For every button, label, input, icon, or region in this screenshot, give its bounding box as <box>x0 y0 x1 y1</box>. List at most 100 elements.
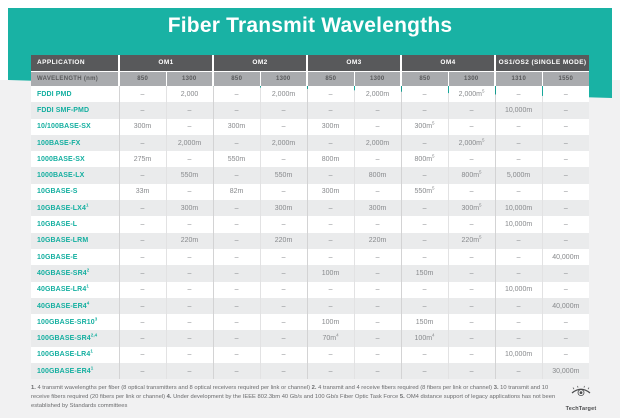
distance-cell: – <box>541 346 590 364</box>
distance-cell: 30,000m <box>541 363 590 380</box>
table-row: 10GBASE-E – – – – – – – – –40,000m <box>31 248 590 266</box>
distance-cell: – <box>353 183 402 201</box>
table-row: 100GBASE-SR103– – – –100m –150m – – – <box>31 314 590 331</box>
wavelength-value-header: 1300 <box>259 70 308 86</box>
footnote-number: 3. <box>493 385 499 391</box>
distance-cell: – <box>400 167 449 184</box>
distance-cell: 300m <box>212 118 261 135</box>
distance-cell: – <box>494 314 543 331</box>
distance-cell: 300m5 <box>400 118 449 135</box>
distance-cell: – <box>165 216 214 233</box>
distance-cell: – <box>541 118 590 135</box>
table-row: 10GBASE-LRM –220m –220m –220m –220m5– – <box>31 232 590 249</box>
distance-cell: – <box>353 281 402 298</box>
distance-cell: – <box>306 248 355 266</box>
distance-cell: – <box>306 134 355 152</box>
distance-cell: 33m <box>118 183 166 201</box>
table-row: 10GBASE-L – – – – – – – –10,000m – <box>31 216 590 233</box>
distance-cell: – <box>118 346 166 364</box>
application-cell: 10/100BASE-SX <box>37 123 91 131</box>
application-cell: 10GBASE-LRM <box>37 237 89 245</box>
distance-cell: – <box>494 151 543 168</box>
distance-cell: 300m <box>306 183 355 201</box>
distance-cell: 40,000m <box>541 248 590 266</box>
wavelength-value-header: 1300 <box>353 70 402 86</box>
wavelength-value-header: 1300 <box>447 70 496 86</box>
distance-cell: – <box>447 183 496 201</box>
distance-cell: – <box>541 216 590 233</box>
distance-cell: – <box>353 248 402 266</box>
distance-cell: – <box>118 314 166 331</box>
application-cell: 100BASE-FX <box>37 139 81 147</box>
distance-cell: – <box>306 86 355 103</box>
distance-cell: – <box>118 363 166 380</box>
distance-cell: – <box>118 297 166 315</box>
distance-cell: – <box>118 232 166 249</box>
application-cell: 10GBASE-LX41 <box>37 202 89 212</box>
distance-cell: – <box>541 167 590 184</box>
distance-cell: – <box>259 297 308 315</box>
distance-cell: – <box>494 363 543 380</box>
distance-cell: – <box>165 151 214 168</box>
application-cell: 100GBASE-LR41 <box>37 349 93 359</box>
distance-cell: 2,000m <box>353 86 402 103</box>
distance-cell: – <box>118 102 166 119</box>
footnote-text: 4 transmit wavelengths per fiber (8 opti… <box>35 385 312 391</box>
distance-cell: – <box>118 281 166 298</box>
distance-cell: – <box>494 297 543 315</box>
distance-cell: – <box>494 86 543 103</box>
distance-cell: – <box>212 363 261 380</box>
distance-cell: 800m <box>306 151 355 168</box>
distance-cell: 150m <box>400 265 449 282</box>
wavelength-value-header: 850 <box>400 70 449 86</box>
footnote-number: 2. <box>311 385 317 391</box>
distance-cell: – <box>400 86 449 103</box>
distance-cell: 275m <box>118 151 166 168</box>
distance-cell: 220m <box>259 232 308 249</box>
distance-cell: – <box>353 346 402 364</box>
wavelength-value-header: 1300 <box>165 70 214 86</box>
table-row: 10/100BASE-SX 300m –300m –300m –300m5– – – <box>31 118 590 135</box>
distance-cell: 300m <box>259 200 308 217</box>
distance-cell: – <box>259 265 308 282</box>
distance-cell: – <box>306 232 355 249</box>
application-cell: 1000BASE-LX <box>37 172 85 180</box>
footnote-number: 1. <box>31 385 36 391</box>
distance-cell: – <box>118 134 166 152</box>
distance-cell: – <box>306 297 355 315</box>
table-row: 10GBASE-LX41–300m –300m –300m –300m5 10,000m… <box>31 200 590 217</box>
distance-cell: 100m <box>306 265 355 282</box>
distance-cell: – <box>447 265 496 282</box>
distance-cell: – <box>494 232 543 249</box>
distance-cell: – <box>165 297 214 315</box>
distance-cell: – <box>165 281 214 298</box>
distance-cell: 800m5 <box>447 167 496 184</box>
application-cell: 100GBASE-ER41 <box>37 365 94 375</box>
application-cell: 100GBASE-SR42,4 <box>37 332 98 343</box>
column-group-header: OM1 <box>117 55 214 71</box>
distance-cell: – <box>165 183 214 201</box>
distance-cell: – <box>400 232 449 249</box>
table-row: FDDI SMF-PMD – – – – – – – –10,000m – <box>31 102 590 119</box>
distance-cell: – <box>212 330 261 347</box>
distance-cell: – <box>165 346 214 364</box>
distance-cell: – <box>212 134 261 152</box>
distance-cell: – <box>212 281 261 298</box>
distance-cell: – <box>353 265 402 282</box>
application-column-header: APPLICATION <box>31 55 119 71</box>
distance-cell: 550m5 <box>400 183 449 201</box>
distance-cell: 10,000m <box>494 102 543 119</box>
application-cell: 10GBASE-E <box>37 253 78 261</box>
distance-cell: – <box>541 281 590 298</box>
application-cell: 40GBASE-SR42 <box>37 267 90 277</box>
column-group-header: OM2 <box>212 55 308 71</box>
column-group-header-row: APPLICATION OM1 OM2 OM3 OM4 OS1/OS2 (SINGLE M… <box>31 55 590 71</box>
distance-cell: – <box>353 314 402 331</box>
distance-cell: – <box>400 102 449 119</box>
distance-cell: 2,000m5 <box>447 134 496 152</box>
distance-cell: – <box>400 346 449 364</box>
distance-cell: 2,000 <box>165 86 214 103</box>
distance-cell: – <box>212 232 261 249</box>
distance-cell: – <box>541 134 590 152</box>
